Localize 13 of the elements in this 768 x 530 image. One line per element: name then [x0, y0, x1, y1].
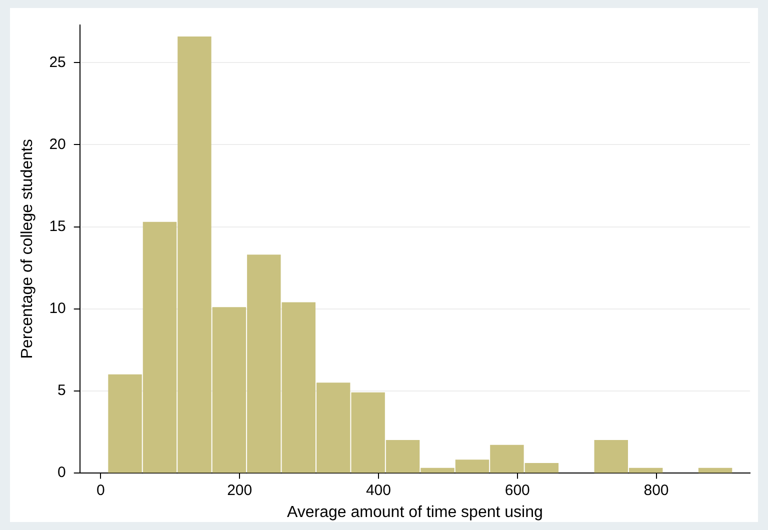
y-tick-label: 0: [58, 464, 66, 481]
y-tick-label: 20: [49, 136, 66, 153]
x-tick-label: 0: [96, 482, 105, 499]
y-tick-label: 15: [49, 218, 66, 235]
x-tick-label: 600: [504, 482, 530, 499]
x-tick-label: 200: [227, 482, 252, 499]
x-tick-label: 800: [644, 482, 669, 499]
y-tick-label: 25: [49, 54, 66, 71]
x-axis-title: Average amount of time spent using: [287, 504, 543, 521]
y-tick-label: 5: [58, 382, 66, 399]
y-axis-title: Percentage of college students: [19, 139, 36, 359]
x-tick-label: 400: [366, 482, 391, 499]
y-tick-label: 10: [49, 300, 66, 317]
